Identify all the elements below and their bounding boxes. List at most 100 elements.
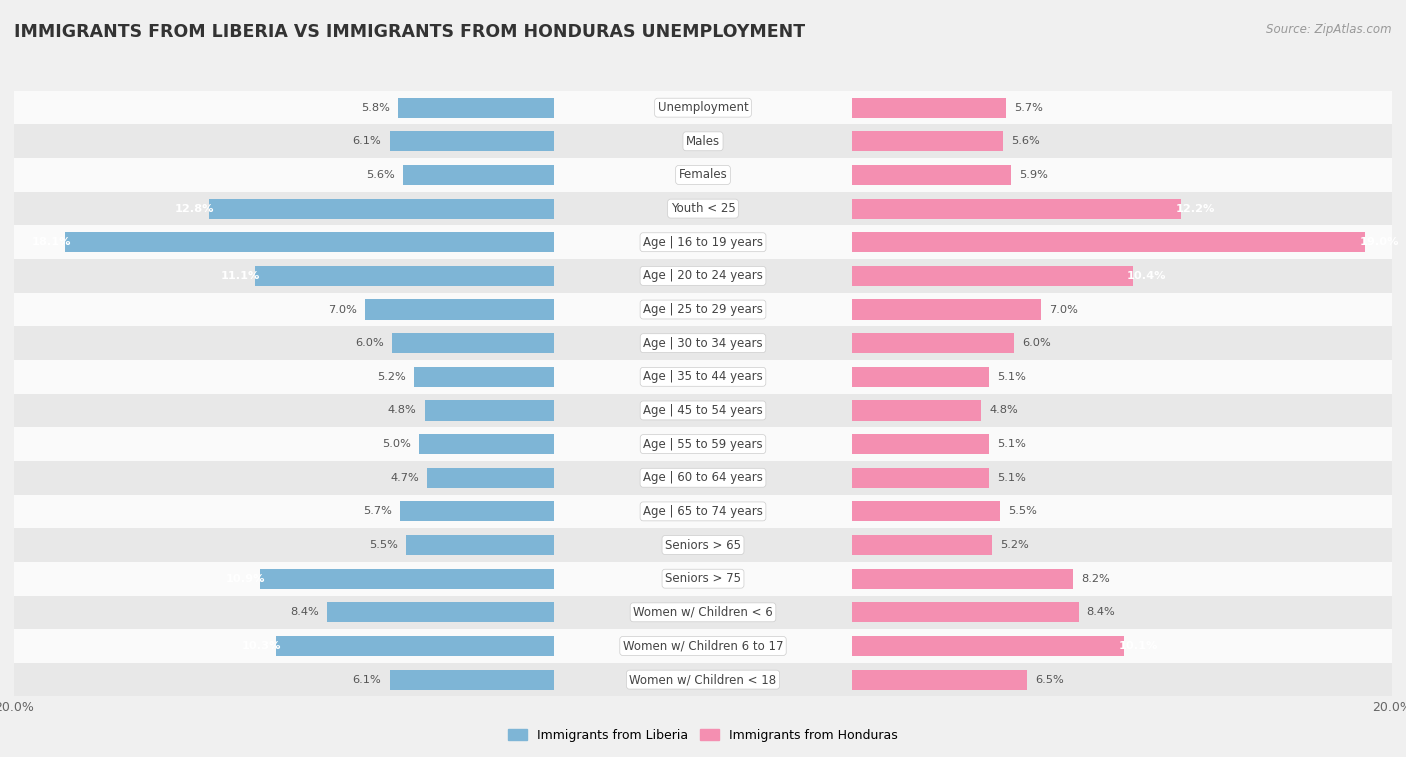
- Text: 5.5%: 5.5%: [368, 540, 398, 550]
- Text: Unemployment: Unemployment: [658, 101, 748, 114]
- Text: Age | 55 to 59 years: Age | 55 to 59 years: [643, 438, 763, 450]
- Text: 5.5%: 5.5%: [1008, 506, 1038, 516]
- Bar: [852, 468, 990, 488]
- Bar: [0, 562, 1406, 596]
- Bar: [852, 636, 1125, 656]
- Bar: [0, 360, 1406, 394]
- Bar: [852, 198, 1181, 219]
- Bar: [852, 98, 1005, 118]
- Text: 5.7%: 5.7%: [363, 506, 392, 516]
- Text: 5.8%: 5.8%: [361, 103, 389, 113]
- Bar: [0, 360, 1406, 394]
- Bar: [0, 562, 1406, 596]
- Text: Women w/ Children 6 to 17: Women w/ Children 6 to 17: [623, 640, 783, 653]
- Bar: [0, 494, 1406, 528]
- Bar: [852, 434, 990, 454]
- Bar: [0, 663, 1406, 696]
- Text: 5.6%: 5.6%: [1011, 136, 1040, 146]
- Text: 5.2%: 5.2%: [1000, 540, 1029, 550]
- Text: 6.5%: 6.5%: [1035, 674, 1064, 684]
- Bar: [0, 528, 1406, 562]
- Bar: [0, 663, 1406, 696]
- Text: 6.1%: 6.1%: [353, 674, 381, 684]
- Text: Women w/ Children < 18: Women w/ Children < 18: [630, 673, 776, 686]
- Bar: [425, 400, 554, 421]
- Bar: [852, 165, 1011, 185]
- Bar: [0, 663, 1406, 696]
- Bar: [0, 461, 1406, 494]
- Text: Age | 45 to 54 years: Age | 45 to 54 years: [643, 404, 763, 417]
- Text: 5.0%: 5.0%: [382, 439, 411, 449]
- Bar: [852, 501, 1000, 522]
- Text: 12.8%: 12.8%: [174, 204, 214, 213]
- Text: Males: Males: [686, 135, 720, 148]
- Legend: Immigrants from Liberia, Immigrants from Honduras: Immigrants from Liberia, Immigrants from…: [503, 724, 903, 747]
- Text: 10.3%: 10.3%: [242, 641, 281, 651]
- Bar: [0, 427, 1406, 461]
- Bar: [260, 569, 554, 589]
- Text: 10.4%: 10.4%: [1128, 271, 1167, 281]
- Bar: [0, 427, 1406, 461]
- Bar: [0, 226, 1406, 259]
- Bar: [0, 124, 1406, 158]
- Bar: [0, 360, 1406, 394]
- Bar: [66, 232, 554, 252]
- Bar: [0, 629, 1406, 663]
- Text: Women w/ Children < 6: Women w/ Children < 6: [633, 606, 773, 618]
- Bar: [0, 326, 1406, 360]
- Bar: [0, 91, 1406, 124]
- Text: Seniors > 75: Seniors > 75: [665, 572, 741, 585]
- Bar: [392, 333, 554, 354]
- Text: 4.8%: 4.8%: [990, 406, 1018, 416]
- Text: 5.9%: 5.9%: [1019, 170, 1047, 180]
- Bar: [0, 293, 1406, 326]
- Text: Source: ZipAtlas.com: Source: ZipAtlas.com: [1267, 23, 1392, 36]
- Bar: [0, 596, 1406, 629]
- Text: Females: Females: [679, 169, 727, 182]
- Bar: [0, 394, 1406, 427]
- Bar: [0, 562, 1406, 596]
- Text: 5.1%: 5.1%: [997, 473, 1026, 483]
- Bar: [419, 434, 554, 454]
- Bar: [852, 333, 1014, 354]
- Text: Age | 30 to 34 years: Age | 30 to 34 years: [643, 337, 763, 350]
- Bar: [0, 158, 1406, 192]
- Text: Age | 16 to 19 years: Age | 16 to 19 years: [643, 235, 763, 249]
- Bar: [0, 326, 1406, 360]
- Bar: [852, 366, 990, 387]
- Bar: [0, 259, 1406, 293]
- Text: Age | 35 to 44 years: Age | 35 to 44 years: [643, 370, 763, 383]
- Bar: [0, 596, 1406, 629]
- Text: 10.1%: 10.1%: [1119, 641, 1159, 651]
- Bar: [0, 461, 1406, 494]
- Text: 12.2%: 12.2%: [1175, 204, 1215, 213]
- Text: 5.1%: 5.1%: [997, 439, 1026, 449]
- Text: 11.1%: 11.1%: [221, 271, 260, 281]
- Bar: [208, 198, 554, 219]
- Bar: [852, 400, 981, 421]
- Text: Age | 60 to 64 years: Age | 60 to 64 years: [643, 472, 763, 484]
- Text: 5.6%: 5.6%: [366, 170, 395, 180]
- Bar: [427, 468, 554, 488]
- Bar: [852, 569, 1073, 589]
- Text: 8.4%: 8.4%: [291, 607, 319, 617]
- Text: 7.0%: 7.0%: [1049, 304, 1077, 314]
- Bar: [0, 226, 1406, 259]
- Text: 6.0%: 6.0%: [356, 338, 384, 348]
- Bar: [389, 669, 554, 690]
- Bar: [0, 192, 1406, 226]
- Bar: [0, 259, 1406, 293]
- Bar: [0, 192, 1406, 226]
- Bar: [0, 293, 1406, 326]
- Bar: [0, 394, 1406, 427]
- Bar: [0, 394, 1406, 427]
- Bar: [406, 535, 554, 555]
- Bar: [254, 266, 554, 286]
- Bar: [404, 165, 554, 185]
- Text: Seniors > 65: Seniors > 65: [665, 538, 741, 552]
- Text: 5.7%: 5.7%: [1014, 103, 1043, 113]
- Text: Age | 20 to 24 years: Age | 20 to 24 years: [643, 269, 763, 282]
- Bar: [0, 461, 1406, 494]
- Text: IMMIGRANTS FROM LIBERIA VS IMMIGRANTS FROM HONDURAS UNEMPLOYMENT: IMMIGRANTS FROM LIBERIA VS IMMIGRANTS FR…: [14, 23, 806, 41]
- Bar: [0, 91, 1406, 124]
